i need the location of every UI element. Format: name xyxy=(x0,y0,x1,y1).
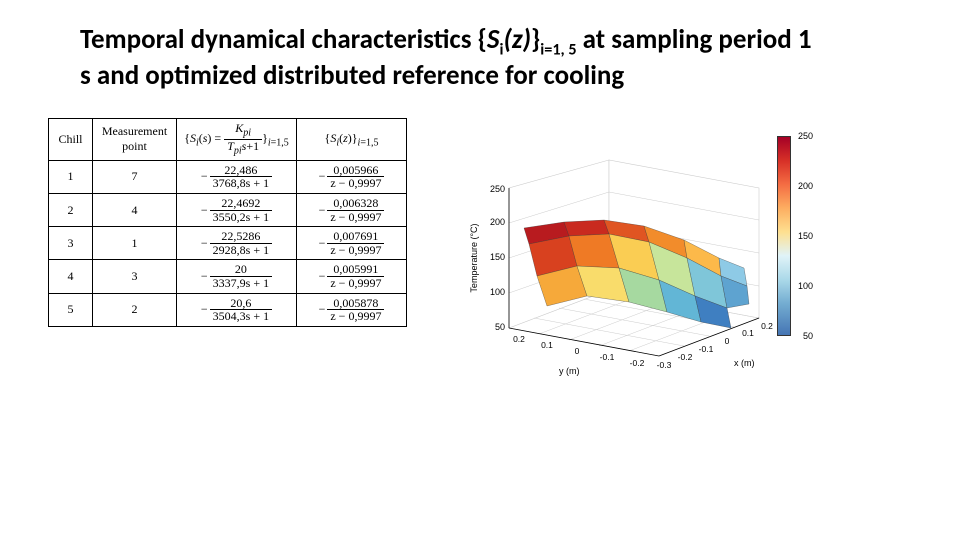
cell-mp: 2 xyxy=(93,293,177,326)
cell-s: −22,46923550,2s + 1 xyxy=(177,193,297,226)
svg-text:0.2: 0.2 xyxy=(513,334,525,344)
cell-z: −0,005878z − 0,9997 xyxy=(297,293,407,326)
page-title: Temporal dynamical characteristics {Si(z… xyxy=(80,24,820,92)
svg-text:150: 150 xyxy=(490,252,505,262)
surface-plot-svg: 50 100 150 200 250 Temperature (°C) -0.3… xyxy=(429,118,819,378)
cell-s: −20,63504,3s + 1 xyxy=(177,293,297,326)
svg-text:0.2: 0.2 xyxy=(761,321,773,331)
surface-plot: 50 100 150 200 250 Temperature (°C) -0.3… xyxy=(429,118,819,378)
cell-mp: 1 xyxy=(93,227,177,260)
cell-chill: 1 xyxy=(49,160,93,193)
cell-z: −0,007691z − 0,9997 xyxy=(297,227,407,260)
cell-chill: 2 xyxy=(49,193,93,226)
cell-s: −22,4863768,8s + 1 xyxy=(177,160,297,193)
table-row: 52−20,63504,3s + 1−0,005878z − 0,9997 xyxy=(49,293,407,326)
table-row: 43−203337,9s + 1−0,005991z − 0,9997 xyxy=(49,260,407,293)
svg-text:0.1: 0.1 xyxy=(742,328,754,338)
cell-z: −0,005991z − 0,9997 xyxy=(297,260,407,293)
svg-text:-0.2: -0.2 xyxy=(678,352,693,362)
content-row: Chill Measurement point {Si(s) = KpiTpis… xyxy=(48,118,819,378)
svg-text:-0.1: -0.1 xyxy=(699,344,714,354)
cell-z: −0,006328z − 0,9997 xyxy=(297,193,407,226)
cell-s: −203337,9s + 1 xyxy=(177,260,297,293)
cell-mp: 7 xyxy=(93,160,177,193)
cell-chill: 5 xyxy=(49,293,93,326)
z-axis-label: Temperature (°C) xyxy=(469,223,479,292)
table-row: 31−22,52862928,8s + 1−0,007691z − 0,9997 xyxy=(49,227,407,260)
svg-text:-0.3: -0.3 xyxy=(657,360,672,370)
col-s-transfer: {Si(s) = KpiTpis+1}i=1,5 xyxy=(177,119,297,161)
table-header-row: Chill Measurement point {Si(s) = KpiTpis… xyxy=(49,119,407,161)
table-row: 17−22,4863768,8s + 1−0,005966z − 0,9997 xyxy=(49,160,407,193)
colorbar xyxy=(777,136,791,336)
col-measurement-point: Measurement point xyxy=(93,119,177,161)
cell-s: −22,52862928,8s + 1 xyxy=(177,227,297,260)
svg-text:200: 200 xyxy=(490,217,505,227)
svg-text:0: 0 xyxy=(575,346,580,356)
svg-text:0: 0 xyxy=(725,336,730,346)
svg-text:-0.2: -0.2 xyxy=(630,358,645,368)
col-chill: Chill xyxy=(49,119,93,161)
x-axis-label: x (m) xyxy=(734,358,755,368)
col-z-transfer: {Si(z)}i=1,5 xyxy=(297,119,407,161)
cell-chill: 4 xyxy=(49,260,93,293)
svg-text:-0.1: -0.1 xyxy=(600,352,615,362)
svg-text:50: 50 xyxy=(495,322,505,332)
table-row: 24−22,46923550,2s + 1−0,006328z − 0,9997 xyxy=(49,193,407,226)
table-body: 17−22,4863768,8s + 1−0,005966z − 0,99972… xyxy=(49,160,407,326)
y-axis-label: y (m) xyxy=(559,366,580,376)
title-pre: Temporal dynamical characteristics { xyxy=(80,23,487,56)
cell-mp: 3 xyxy=(93,260,177,293)
svg-text:250: 250 xyxy=(490,184,505,194)
cell-mp: 4 xyxy=(93,193,177,226)
svg-text:0.1: 0.1 xyxy=(541,340,553,350)
svg-text:100: 100 xyxy=(490,287,505,297)
cell-chill: 3 xyxy=(49,227,93,260)
cell-z: −0,005966z − 0,9997 xyxy=(297,160,407,193)
transfer-function-table: Chill Measurement point {Si(s) = KpiTpis… xyxy=(48,118,407,327)
